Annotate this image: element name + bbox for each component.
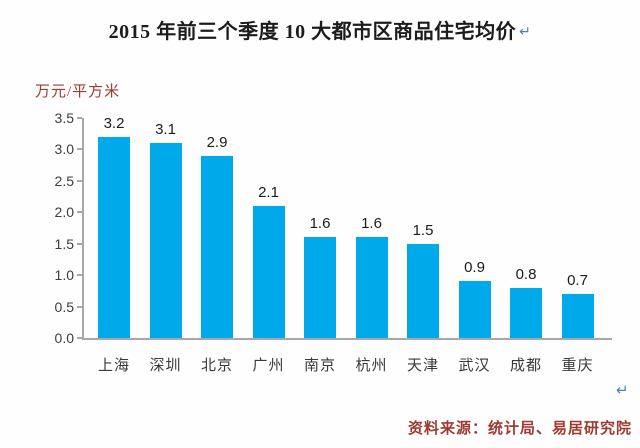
y-axis-tick-label: 2.5 (54, 172, 74, 189)
bar-value-label: 0.9 (464, 259, 485, 277)
bar-value-label: 2.1 (258, 184, 279, 201)
bar (98, 136, 130, 338)
bar (510, 287, 542, 338)
x-axis-category-label: 杭州 (355, 358, 388, 374)
chart-title: 2015 年前三个季度 10 大都市区商品住宅均价 ↵ (0, 15, 640, 44)
x-axis-line (82, 338, 612, 340)
x-axis-category-label: 成都 (509, 358, 542, 374)
y-axis-tick (77, 179, 82, 182)
bar-value-label: 3.1 (155, 121, 176, 139)
y-axis-tick-label: 0.0 (54, 330, 74, 346)
y-axis-tick-label: 3.5 (54, 110, 74, 126)
bar (355, 237, 388, 338)
bar-value-label: 1.6 (309, 215, 331, 233)
bar (407, 243, 439, 338)
bar-value-label: 1.5 (412, 221, 434, 239)
source-note: 资料来源：统计局、易居研究院 (407, 421, 632, 437)
y-axis-tick-label: 3.0 (54, 141, 74, 158)
y-axis-tick-label: 0.5 (54, 298, 74, 315)
bar-value-label: 0.7 (567, 272, 588, 289)
bar-value-label: 2.9 (206, 133, 228, 151)
y-axis-unit-label: 万元/平方米 (35, 84, 121, 100)
x-axis-category-label: 北京 (200, 358, 233, 374)
y-axis-tick-label: 2.0 (54, 204, 74, 221)
y-axis-tick-label: 1.5 (54, 235, 74, 252)
y-axis-tick (77, 117, 82, 119)
bar (252, 206, 285, 338)
bar (201, 155, 233, 338)
y-axis-tick (77, 274, 82, 277)
bar (304, 237, 336, 338)
y-axis-tick (77, 305, 82, 308)
y-axis-tick (77, 148, 82, 151)
y-axis-tick-label: 1.0 (54, 267, 74, 284)
x-axis-category-label: 南京 (303, 358, 336, 374)
x-axis-category-label: 上海 (97, 358, 130, 374)
y-axis-tick (77, 211, 82, 214)
bar (149, 143, 182, 338)
chart-title-text: 2015 年前三个季度 10 大都市区商品住宅均价 (108, 21, 517, 43)
x-axis-category-label: 深圳 (149, 358, 182, 374)
x-axis-category-label: 武汉 (458, 358, 491, 374)
y-axis-tick (77, 337, 82, 339)
paragraph-return-icon: ↵ (616, 381, 629, 399)
x-axis-category-label: 重庆 (561, 358, 594, 374)
bar (561, 294, 594, 338)
bar (458, 281, 491, 338)
y-axis-line (82, 118, 84, 338)
paragraph-return-icon: ↵ (519, 24, 532, 40)
x-axis-category-label: 广州 (252, 358, 285, 374)
bar-value-label: 1.6 (361, 215, 382, 233)
bar-value-label: 3.2 (103, 114, 125, 132)
y-axis-tick (77, 242, 82, 245)
x-axis-category-label: 天津 (406, 358, 439, 374)
bar-value-label: 0.8 (515, 265, 537, 283)
